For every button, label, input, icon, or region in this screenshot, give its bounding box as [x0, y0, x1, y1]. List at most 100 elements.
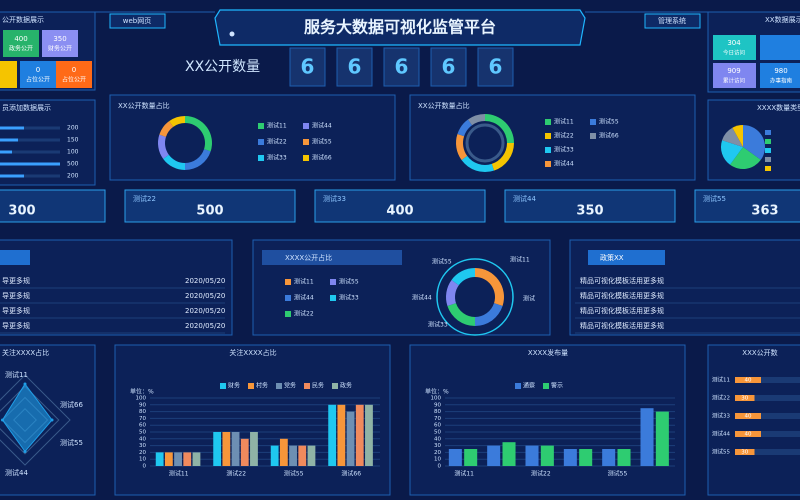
stat-value: 500: [196, 204, 223, 219]
bar-label: 200: [67, 173, 79, 180]
legend-label: 警示: [551, 382, 563, 390]
bar: [270, 445, 279, 466]
bar: [602, 449, 616, 466]
bar-track: [0, 126, 60, 130]
pie-slice: [158, 134, 169, 159]
nav-label[interactable]: 管理系统: [658, 16, 686, 25]
legend-label: 测试11: [267, 122, 287, 130]
panel-title: XXXX公开占比: [285, 253, 332, 262]
outer-label: 测试55: [432, 258, 452, 266]
pie-slice: [721, 140, 743, 165]
legend-label: 政务: [340, 382, 352, 390]
digit-box: [289, 47, 326, 87]
tile-value: 0: [72, 66, 76, 74]
nav-button[interactable]: [109, 13, 166, 29]
tile-label: 累计访问: [723, 77, 745, 85]
y-tick-label: 10: [139, 457, 146, 463]
tile-value: 909: [727, 67, 740, 75]
list-header: [0, 250, 30, 265]
digit: 6: [442, 55, 456, 79]
pie-slice: [475, 303, 503, 326]
y-tick-label: 90: [434, 402, 441, 408]
panel-title: XXXX数量类型: [757, 103, 800, 112]
nav-label[interactable]: web网页: [123, 17, 151, 25]
row-label: 测试55: [712, 448, 730, 456]
bar: [240, 438, 249, 466]
stat-box: [124, 189, 296, 223]
stat-value: 300: [8, 204, 35, 219]
legend-label: 测试11: [554, 118, 574, 126]
digit: 6: [395, 55, 409, 79]
bar-label: 200: [67, 125, 79, 132]
legend-label: 测试66: [599, 132, 619, 140]
bar-track: [735, 413, 800, 419]
list-text: 精品可视化模板活用更多规: [580, 276, 664, 285]
stat-box: [0, 189, 106, 223]
list-date: 2020/05/20: [185, 307, 225, 315]
bar: [563, 449, 577, 466]
pie-slice: [457, 119, 473, 137]
tile: [760, 63, 800, 88]
pie-slice: [461, 155, 494, 172]
bar: [250, 432, 258, 466]
legend-label: 测试22: [267, 138, 287, 146]
panel-title: XX数据展示: [765, 15, 800, 24]
y-tick-label: 0: [143, 464, 147, 470]
y-tick-label: 40: [434, 436, 441, 442]
digit-box: [430, 47, 467, 87]
bar: [298, 445, 307, 466]
legend-swatch: [285, 295, 291, 301]
bar-label: 30: [741, 396, 748, 402]
legend-swatch: [543, 383, 549, 389]
digit: 6: [348, 55, 362, 79]
bar: [155, 452, 164, 466]
pie-slice: [491, 143, 514, 171]
panel-title: 关注XXXX占比: [2, 348, 49, 357]
bar: [307, 445, 316, 466]
donut-ring: [436, 258, 514, 336]
stat-value: 363: [751, 204, 778, 219]
bar-label: 150: [67, 137, 79, 144]
tile: [56, 61, 92, 88]
digit-box: [477, 47, 514, 87]
y-tick-label: 100: [431, 396, 442, 402]
legend-label: 测试33: [339, 294, 359, 302]
stat-value: 350: [576, 204, 603, 219]
axis-unit: 单位：%: [130, 388, 154, 396]
tile-value: 350: [53, 35, 66, 43]
panel-title: XX公开数量占比: [418, 101, 470, 110]
panel-header: [262, 250, 402, 265]
legend-swatch: [330, 295, 336, 301]
legend-swatch: [765, 139, 771, 144]
stat-box: [314, 189, 486, 223]
radar-label: 测试66: [60, 400, 83, 409]
legend-label: 党务: [284, 382, 296, 390]
legend-swatch: [303, 123, 309, 129]
pie-slice: [185, 116, 212, 152]
bar: [735, 377, 761, 383]
bar: [289, 445, 297, 466]
y-tick-label: 50: [434, 430, 441, 436]
radar-web: [0, 374, 71, 466]
pie-slice: [730, 147, 761, 169]
pie-slice: [169, 116, 185, 127]
y-tick-label: 50: [139, 430, 146, 436]
tile-label: 办事指南: [770, 77, 793, 85]
legend-swatch: [285, 279, 291, 285]
y-tick-label: 30: [434, 443, 441, 449]
legend-label: 通察: [523, 382, 535, 390]
legend-label: 测试22: [554, 132, 574, 140]
nav-button[interactable]: [644, 13, 701, 29]
legend-swatch: [765, 166, 771, 171]
bar: [0, 174, 24, 178]
y-tick-label: 20: [139, 450, 146, 456]
tile-label: 今日访问: [723, 49, 745, 57]
panel-title: 政策XX: [600, 253, 624, 262]
tile-label: 占位公开: [62, 76, 86, 84]
y-tick-label: 70: [139, 416, 146, 422]
bar: [525, 445, 539, 466]
legend-swatch: [765, 148, 771, 153]
legend-swatch: [765, 130, 771, 135]
pie-slice: [163, 154, 185, 170]
